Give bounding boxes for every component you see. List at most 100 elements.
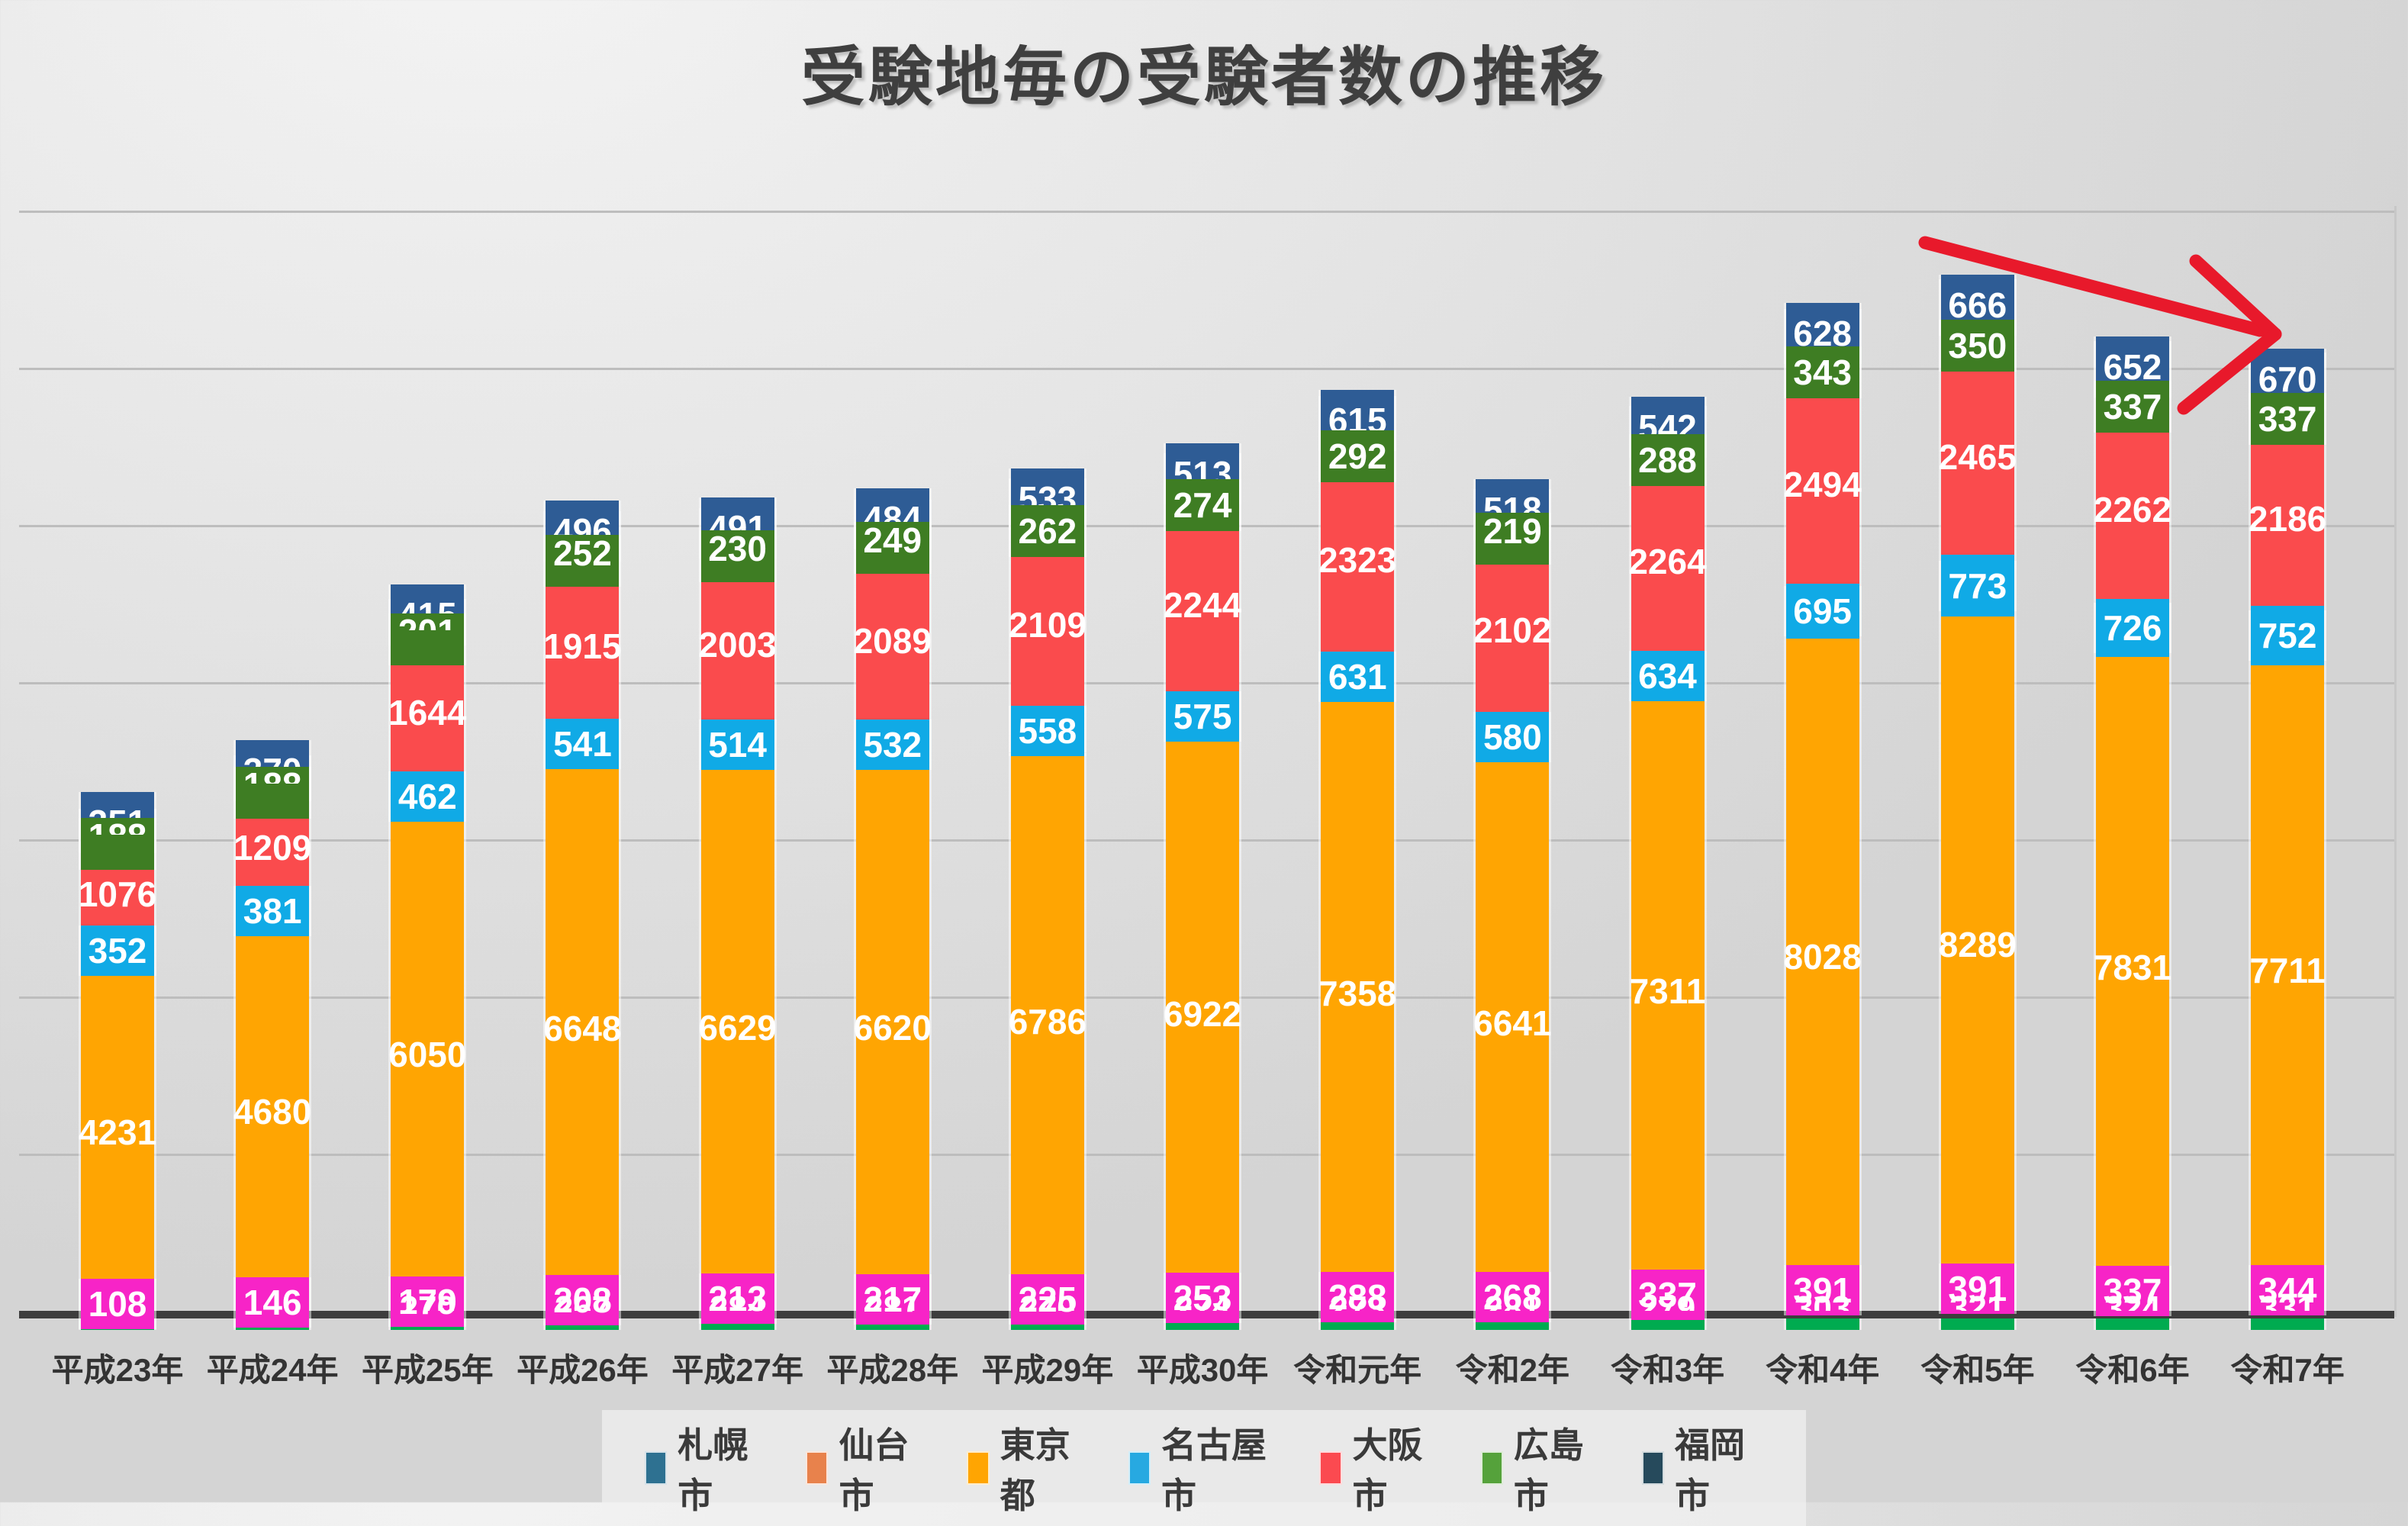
x-axis-label: 平成23年 (51, 1352, 184, 1388)
segment-osaka (1476, 547, 1550, 714)
x-axis-label: 令和7年 (2230, 1352, 2345, 1388)
label-sapporo: 321 (1949, 1291, 2006, 1311)
bar-令和元年: 7358 2323 615 292 631 288 273 (1318, 0, 1396, 1502)
label-sapporo: 281 (1484, 1291, 1541, 1311)
segment-tokyo (855, 765, 929, 1291)
label-sendai: 179 (391, 1276, 465, 1327)
label-hiroshima: 288 (1631, 434, 1705, 487)
bar-令和6年: 7831 2262 652 337 726 337 324 (2094, 0, 2171, 1502)
label-tokyo: 6641 (1473, 1003, 1552, 1043)
label-osaka: 2264 (1628, 541, 1707, 581)
x-axis-label: 令和6年 (2075, 1352, 2190, 1388)
plot-right-border (2394, 206, 2397, 1317)
label-osaka: 1915 (543, 626, 622, 667)
label-osaka: 2244 (1163, 584, 1242, 625)
bar-平成26年: 6648 1915 496 252 541 208 267 (543, 0, 622, 1502)
label-sendai: 337 (2095, 1265, 2169, 1316)
label-tokyo: 7831 (2093, 947, 2172, 987)
label-tokyo: 6050 (388, 1035, 467, 1075)
label-tokyo: 6786 (1008, 1002, 1087, 1042)
bar-平成28年: 6620 2089 484 249 532 217 281 (854, 0, 932, 1502)
label-hiroshima: 274 (1166, 478, 1240, 531)
label-osaka: 2262 (2093, 489, 2172, 530)
label-osaka: 2109 (1008, 604, 1087, 645)
legend-swatch-icon (1319, 1451, 1342, 1485)
segment-osaka (1631, 472, 1705, 652)
bar-令和5年: 8289 2465 666 350 773 391 321 (1939, 0, 2017, 1502)
label-sapporo: 284 (709, 1291, 766, 1311)
legend-swatch-icon (806, 1451, 829, 1485)
label-nagoya: 695 (1785, 585, 1859, 636)
label-hiroshima: 230 (700, 530, 774, 583)
x-axis-label: 令和元年 (1293, 1352, 1422, 1388)
segment-tokyo (1476, 759, 1550, 1286)
x-axis-label: 平成26年 (517, 1352, 649, 1388)
label-hiroshima: 188 (236, 766, 310, 819)
label-nagoya: 462 (391, 771, 465, 822)
bar-平成24年: 46801209370188381146 (233, 0, 311, 1502)
segment-osaka (1010, 541, 1084, 709)
label-hiroshima: 262 (1010, 504, 1084, 557)
segment-osaka (700, 565, 774, 725)
label-sapporo: 281 (864, 1291, 921, 1311)
legend-swatch-icon (645, 1451, 668, 1485)
label-osaka: 2323 (1318, 539, 1397, 580)
label-sendai: 225 (1010, 1274, 1084, 1325)
label-tokyo: 8289 (1938, 925, 2017, 965)
label-sendai: 391 (1785, 1265, 1859, 1316)
label-sapporo: 303 (1794, 1291, 1851, 1311)
x-axis-label: 令和2年 (1455, 1352, 1570, 1388)
label-osaka: 1644 (388, 693, 467, 733)
legend-item-札幌市: 札幌市 (645, 1418, 766, 1518)
label-tokyo: 7711 (2249, 951, 2326, 991)
bar-平成30年: 6922 2244 513 274 575 253 274 (1164, 0, 1241, 1502)
label-sapporo: 324 (2104, 1291, 2161, 1311)
label-sapporo: 279 (1639, 1291, 1696, 1311)
label-sapporo: 274 (1174, 1291, 1231, 1311)
label-tokyo: 8028 (1783, 936, 1862, 977)
label-sapporo: 270 (1019, 1291, 1076, 1311)
x-axis-label: 平成29年 (981, 1352, 1114, 1388)
segment-tokyo (1631, 701, 1705, 1281)
label-osaka: 2003 (698, 625, 777, 665)
legend-label: 福岡市 (1675, 1425, 1745, 1515)
bar-平成27年: 6629 2003 491 230 514 213 284 (698, 0, 777, 1502)
segment-tokyo (1321, 702, 1395, 1286)
segment-tokyo (2251, 665, 2325, 1276)
label-tokyo: 7358 (1318, 974, 1397, 1014)
label-hiroshima: 292 (1321, 430, 1395, 483)
x-axis-label: 平成24年 (206, 1352, 339, 1388)
label-tokyo: 6629 (698, 1007, 777, 1048)
label-nagoya: 541 (546, 718, 620, 769)
x-axis-label: 平成25年 (361, 1352, 494, 1388)
x-axis-label: 平成27年 (671, 1352, 803, 1388)
label-nagoya: 575 (1166, 691, 1240, 742)
legend-item-福岡市: 福岡市 (1641, 1418, 1763, 1518)
label-fukuoka: 666 (1940, 275, 2014, 336)
x-axis-label: 令和5年 (1920, 1352, 2035, 1388)
label-nagoya: 381 (236, 885, 310, 936)
bar-平成29年: 6786 2109 533 262 558 225 270 (1009, 0, 1086, 1502)
label-osaka: 1209 (233, 828, 312, 868)
label-nagoya: 558 (1010, 705, 1084, 756)
segment-osaka (1785, 385, 1859, 584)
label-tokyo: 7311 (1629, 971, 1706, 1012)
label-nagoya: 773 (1940, 560, 2014, 611)
segment-tokyo (1166, 739, 1240, 1289)
label-nagoya: 352 (81, 925, 154, 976)
legend-swatch-icon (967, 1451, 990, 1485)
label-nagoya: 532 (855, 719, 929, 770)
segment-tokyo (1785, 638, 1859, 1275)
label-sendai: 253 (1166, 1273, 1240, 1324)
gridline (19, 368, 2394, 370)
label-sendai: 213 (700, 1273, 774, 1325)
label-hiroshima: 188 (81, 817, 154, 870)
x-axis-label: 平成30年 (1136, 1352, 1269, 1388)
label-sapporo: 267 (554, 1291, 611, 1311)
label-sendai: 391 (1940, 1264, 2014, 1315)
label-osaka: 2089 (853, 620, 932, 661)
segment-tokyo (236, 926, 310, 1297)
label-sapporo: 273 (1329, 1291, 1386, 1311)
label-hiroshima: 337 (2251, 392, 2325, 445)
